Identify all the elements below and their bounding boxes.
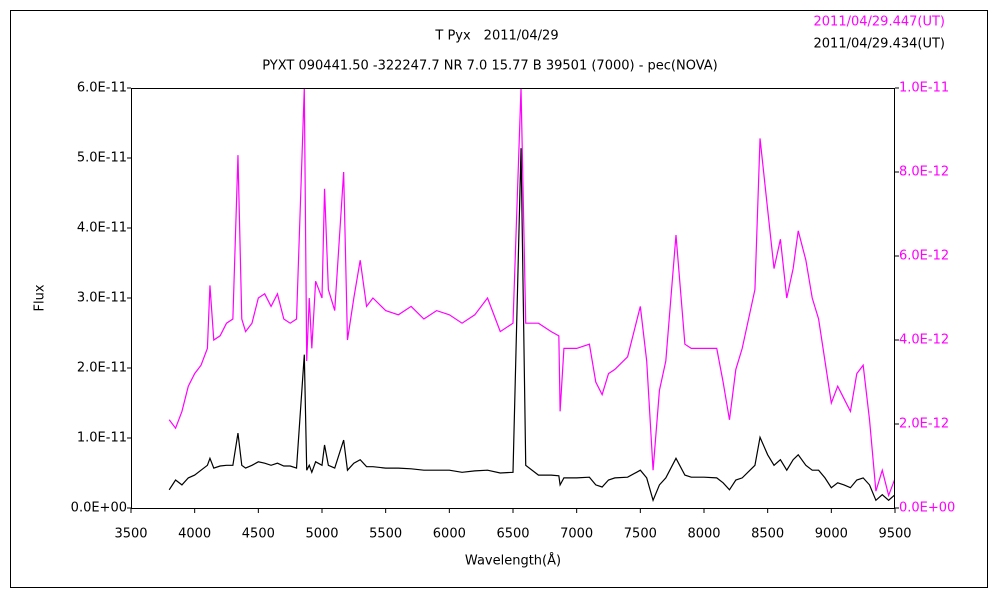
series-line bbox=[168, 148, 895, 503]
y2-tick-label: 8.0E-12 bbox=[899, 165, 949, 180]
legend-entry: 2011/04/29.434(UT) bbox=[814, 37, 945, 52]
y-tick-label: 3.0E-11 bbox=[77, 291, 127, 306]
chart-border bbox=[10, 10, 988, 588]
x-tick-label: 8000 bbox=[687, 527, 720, 542]
y-tick-label: 2.0E-11 bbox=[77, 361, 127, 376]
x-tick-label: 5500 bbox=[369, 527, 402, 542]
chart-subtitle: PYXT 090441.50 -322247.7 NR 7.0 15.77 B … bbox=[262, 59, 718, 74]
x-tick-label: 6000 bbox=[433, 527, 466, 542]
y-tick-label: 1.0E-11 bbox=[77, 431, 127, 446]
x-tick-label: 9500 bbox=[878, 527, 911, 542]
x-tick-label: 8500 bbox=[751, 527, 784, 542]
x-tick-label: 6500 bbox=[496, 527, 529, 542]
x-axis-label: Wavelength(Å) bbox=[465, 553, 561, 569]
y2-tick-label: 6.0E-12 bbox=[899, 249, 949, 264]
y-tick-label: 6.0E-11 bbox=[77, 81, 127, 96]
legend-entry: 2011/04/29.447(UT) bbox=[814, 15, 945, 30]
plot-area bbox=[168, 88, 895, 503]
x-tick-label: 4000 bbox=[178, 527, 211, 542]
y-axis-label: Flux bbox=[33, 284, 48, 311]
chart-title: T Pyx 2011/04/29 bbox=[434, 29, 558, 44]
x-tick-label: 7500 bbox=[624, 527, 657, 542]
y2-tick-label: 4.0E-12 bbox=[899, 333, 949, 348]
y-tick-label: 5.0E-11 bbox=[77, 151, 127, 166]
x-tick-label: 9000 bbox=[815, 527, 848, 542]
series-line bbox=[168, 88, 895, 498]
y-tick-label: 4.0E-11 bbox=[77, 221, 127, 236]
x-tick-label: 5000 bbox=[305, 527, 338, 542]
x-tick-label: 4500 bbox=[242, 527, 275, 542]
y2-tick-label: 0.0E+00 bbox=[899, 501, 955, 516]
x-tick-label: 7000 bbox=[560, 527, 593, 542]
y-tick-label: 0.0E+00 bbox=[71, 501, 127, 516]
y2-tick-label: 1.0E-11 bbox=[899, 81, 949, 96]
x-tick-label: 3500 bbox=[114, 527, 147, 542]
y2-tick-label: 2.0E-12 bbox=[899, 417, 949, 432]
